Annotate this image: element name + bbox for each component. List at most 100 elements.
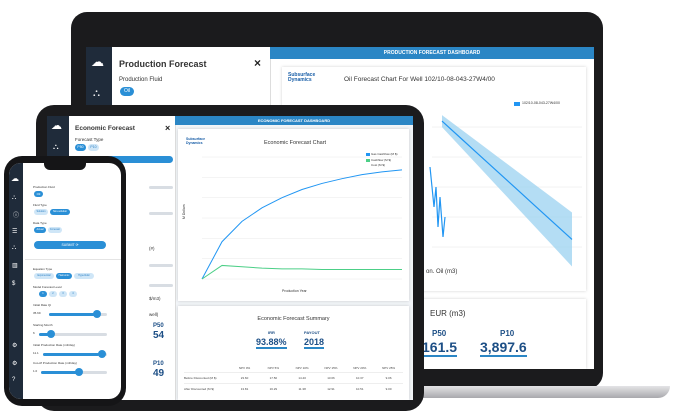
legend-gas-label: Gas Cashflow (M $) [371,152,398,156]
decline-slider-handle[interactable] [47,330,55,338]
network-icon[interactable]: ⛬ [93,88,100,99]
model-level-label: Model Forecast Level [33,285,62,289]
side-p10-value: 49 [153,368,165,379]
equation-hyperbolic[interactable]: Hyperbolic [74,273,94,279]
eur-p50-value: 161.5 [422,339,458,357]
historical-oil-line [429,166,446,238]
forecast-type-label: Forecast Type [75,137,104,142]
legend-swatch [514,102,520,106]
equation-type-label: Equation Type [33,267,53,271]
submit-button[interactable]: SUBMIT ⟳ [34,241,106,249]
cloud-logo-icon: ☁ [11,174,19,183]
list-icon[interactable]: ☰ [12,229,18,235]
cashflow-line [201,264,402,280]
side-fragment: (#) [149,246,155,251]
decline-slider[interactable] [39,333,107,336]
oil-option[interactable]: Oil [120,87,134,96]
table-header-cell: NPV 10% [295,366,309,370]
legend-swatch-gas [366,153,370,156]
data-type-actual[interactable]: Actual [34,227,46,233]
network-icon[interactable]: ⛬ [53,142,59,151]
oil-forecast-line [441,120,573,240]
production-fluid-label: Production Fluid [119,77,163,83]
close-icon[interactable]: × [165,123,171,133]
table-header-cell: NPV 15% [324,366,338,370]
table-row: Before Discounted (M $) 23.60 17.50 14.40 13… [184,372,403,383]
phone-sidebar: ☁ ⛬ ⓘ ☰ ⛬ ▥ $ ⚙ ⚙ ? [9,163,23,399]
economic-forecast-chart [201,156,403,280]
eur-title: EUR (m3) [430,309,466,318]
cutoff-value[interactable]: 1.0 [33,369,38,373]
legend-swatch-cashflow [366,159,370,162]
side-fragment: $/m3) [149,296,161,301]
decline-value[interactable]: 6 [33,331,35,335]
npv-table: NPV 0% NPV 5% NPV 10% NPV 15% NPV 20% NPV 25%… [184,364,403,394]
table-cell: Before Discounted (M $) [184,376,217,380]
panel-slider[interactable] [149,212,173,215]
cutoff-slider-handle[interactable] [75,368,83,376]
panel-slider[interactable] [149,186,173,189]
cloud-logo-icon: ☁ [91,54,104,69]
divider [25,259,121,260]
help-icon[interactable]: ? [12,377,16,383]
fluid-type-solution[interactable]: Solution [34,209,48,215]
init-prod-value[interactable]: 11.1 [33,351,39,355]
legend-cost-label: Cost (M $) [371,163,386,167]
oil-chart-title: Oil Forecast Chart For Well 102/10-08-04… [344,76,495,83]
decline-label: Starting Month [33,323,53,327]
table-header-row: NPV 0% NPV 5% NPV 10% NPV 15% NPV 20% NPV 25% [184,364,403,372]
model-level-2[interactable]: 2 [49,291,57,297]
money-icon[interactable]: $ [12,281,16,287]
data-type-label: Data Type [33,221,47,225]
network-icon[interactable]: ⛬ [12,195,17,201]
init-prod-slider-handle[interactable] [98,350,106,358]
panel-slider[interactable] [149,264,173,267]
init-prod-slider[interactable] [43,353,107,356]
forecast-icon[interactable]: ⛬ [12,245,17,251]
logo-line1: Subsurface [288,72,316,78]
forecast-confidence-band [442,115,572,267]
legend-label: 102/10-08-043-27W4/00 [522,101,560,105]
table-cell: 10.51 [356,387,364,391]
fluid-type-non-solution[interactable]: Non-solution [50,209,70,215]
economic-chart-title: Economic Forecast Chart [264,140,327,146]
cutoff-slider[interactable] [41,371,107,374]
x-axis-label: Production Year [282,289,307,293]
equation-harmonic[interactable]: Harmonic [56,273,72,279]
settings-icon[interactable]: ⚙ [12,361,18,367]
irr-value: 93.88% [256,337,287,349]
production-fluid-label: Production Fluid [33,185,55,189]
oil-option[interactable]: Oil [34,191,43,197]
dashboard-banner: ECONOMIC FORECAST DASHBOARD [175,116,413,125]
model-level-3[interactable]: 3 [59,291,67,297]
logo-line1: Subsurface [186,137,206,141]
table-row: After Discounted (M $) 13.81 16.29 11.38 12.… [184,383,403,394]
forecast-type-p10[interactable]: P10 [88,144,99,151]
company-logo: Subsurface Dynamics [186,137,206,145]
info-icon[interactable]: ⓘ [13,213,20,219]
initial-rate-value[interactable]: 35.69 [33,311,41,315]
submit-button[interactable] [75,156,173,163]
table-cell: After Discounted (M $) [184,387,215,391]
close-icon[interactable]: × [254,56,262,70]
logo-line2: Dynamics [186,140,203,145]
initial-rate-slider[interactable] [49,313,107,316]
side-p50-label: P50 [153,323,164,329]
panel-title: Economic Forecast [75,125,135,132]
model-level-1[interactable]: 1 [39,291,47,297]
table-cell: 9.00 [385,387,392,391]
forecast-type-p50[interactable]: P50 [75,144,86,151]
side-p10-label: P10 [153,361,164,367]
panel-title: Production Forecast [119,59,207,69]
table-cell: 13.06 [327,376,335,380]
eur-p10-label: P10 [500,329,515,338]
summary-title: Economic Forecast Summary [257,316,330,322]
model-level-4[interactable]: 4 [69,291,77,297]
data-type-forecast[interactable]: Forecast [48,227,62,233]
grid-icon[interactable]: ⚙ [12,343,18,349]
panel-slider[interactable] [149,284,173,287]
initial-rate-slider-handle[interactable] [93,310,101,318]
chart-icon[interactable]: ▥ [12,263,18,269]
table-cell: 10.37 [356,376,364,380]
equation-exponential[interactable]: Exponential [34,273,54,279]
